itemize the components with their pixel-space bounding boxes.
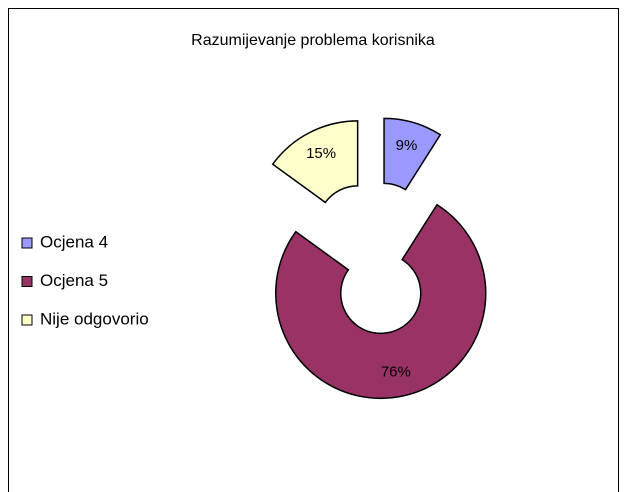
legend-label: Ocjena 5 <box>40 271 108 290</box>
legend-swatch <box>21 314 33 326</box>
legend-swatch <box>21 276 33 287</box>
legend-swatch <box>21 237 33 249</box>
legend-label: Ocjena 4 <box>40 232 108 251</box>
data-label: 76% <box>381 363 411 380</box>
chart-title: Razumijevanje problema korisnika <box>191 32 435 49</box>
donut-slice <box>383 117 442 191</box>
data-label: 9% <box>396 137 418 154</box>
donut-slice <box>275 203 487 400</box>
donut-slice <box>271 120 359 204</box>
chart-frame <box>8 8 619 492</box>
legend-label: Nije odgovorio <box>40 309 149 328</box>
data-label: 15% <box>306 145 336 162</box>
